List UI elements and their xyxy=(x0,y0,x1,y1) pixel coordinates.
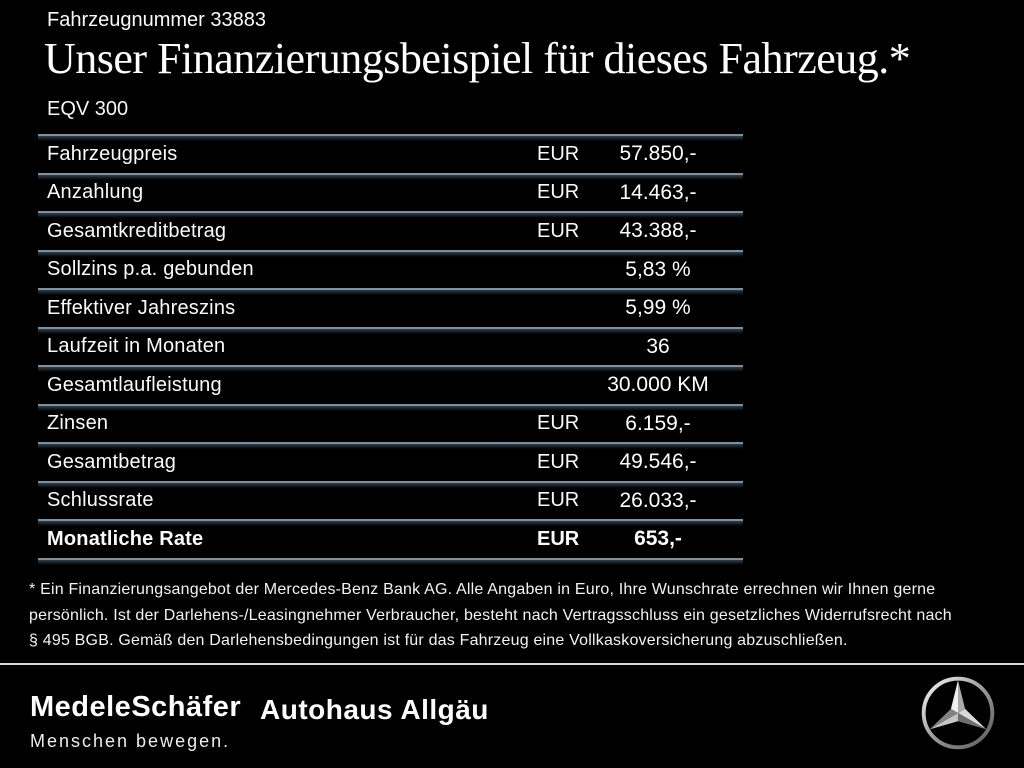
row-currency: EUR xyxy=(537,142,580,165)
dealer-logo-medele-schaefer: MedeleSchäfer Menschen bewegen. xyxy=(30,691,241,752)
row-label: Monatliche Rate xyxy=(47,527,204,550)
row-value: 57.850,- xyxy=(619,142,697,166)
row-currency: EUR xyxy=(537,450,580,473)
table-row: Gesamtkreditbetrag EUR 43.388,- xyxy=(38,211,743,250)
model-name: EQV 300 xyxy=(47,98,129,120)
dealer-logo-autohaus-allgaeu: Autohaus Allgäu xyxy=(260,694,489,725)
table-row: Zinsen EUR 6.159,- xyxy=(38,403,743,443)
row-label: Gesamtlaufleistung xyxy=(47,373,222,396)
footnote-line: persönlich. Ist der Darlehens-/Leasingne… xyxy=(29,606,952,624)
row-currency: EUR xyxy=(537,181,580,204)
table-row: Fahrzeugpreis EUR 57.850,- xyxy=(38,134,743,173)
financing-table: Fahrzeugpreis EUR 57.850,- Anzahlung EUR… xyxy=(38,134,743,565)
table-row-monthly-rate: Monatliche Rate EUR 653,- xyxy=(38,519,743,558)
table-bottom-rule xyxy=(38,557,743,565)
footer-divider xyxy=(0,663,1024,665)
footnote-line: * Ein Finanzierungsangebot der Mercedes-… xyxy=(29,581,936,598)
table-row: Effektiver Jahreszins 5,99 % xyxy=(38,288,743,327)
table-row: Gesamtbetrag EUR 49.546,- xyxy=(38,442,743,481)
row-label: Gesamtkreditbetrag xyxy=(47,219,227,242)
row-label: Effektiver Jahreszins xyxy=(47,296,236,319)
table-row: Anzahlung EUR 14.463,- xyxy=(38,172,743,212)
row-label: Anzahlung xyxy=(47,181,144,204)
row-value: 14.463,- xyxy=(619,180,697,204)
mercedes-star-icon xyxy=(921,676,995,750)
row-value: 5,99 % xyxy=(625,296,691,320)
row-currency: EUR xyxy=(537,489,580,512)
row-value: 36 xyxy=(646,334,670,358)
row-currency: EUR xyxy=(537,412,580,435)
row-currency: EUR xyxy=(537,219,580,242)
row-label: Zinsen xyxy=(47,412,109,435)
row-value: 653,- xyxy=(634,527,682,551)
row-value: 49.546,- xyxy=(619,450,697,474)
vehicle-number: Fahrzeugnummer 33883 xyxy=(47,9,267,31)
row-label: Gesamtbetrag xyxy=(47,450,177,473)
row-value: 5,83 % xyxy=(625,257,691,281)
page-title: Unser Finanzierungsbeispiel für dieses F… xyxy=(44,34,911,83)
table-row: Sollzins p.a. gebunden 5,83 % xyxy=(38,249,743,289)
row-currency: EUR xyxy=(537,527,580,550)
row-label: Laufzeit in Monaten xyxy=(47,335,226,358)
row-value: 26.033,- xyxy=(619,488,697,512)
table-row: Gesamtlaufleistung 30.000 KM xyxy=(38,365,743,404)
table-row: Laufzeit in Monaten 36 xyxy=(38,326,743,366)
row-label: Schlussrate xyxy=(47,489,154,512)
table-row: Schlussrate EUR 26.033,- xyxy=(38,480,743,520)
financing-footnote: * Ein Finanzierungsangebot der Mercedes-… xyxy=(29,577,952,654)
row-label: Sollzins p.a. gebunden xyxy=(47,258,254,281)
footnote-line: § 495 BGB. Gemäß den Darlehensbedingunge… xyxy=(29,632,848,649)
row-value: 43.388,- xyxy=(619,219,697,243)
row-label: Fahrzeugpreis xyxy=(47,142,178,165)
row-value: 30.000 KM xyxy=(607,373,709,397)
row-value: 6.159,- xyxy=(625,411,691,435)
dealer-name: MedeleSchäfer xyxy=(30,691,242,723)
dealer-tagline: Menschen bewegen. xyxy=(30,731,231,751)
